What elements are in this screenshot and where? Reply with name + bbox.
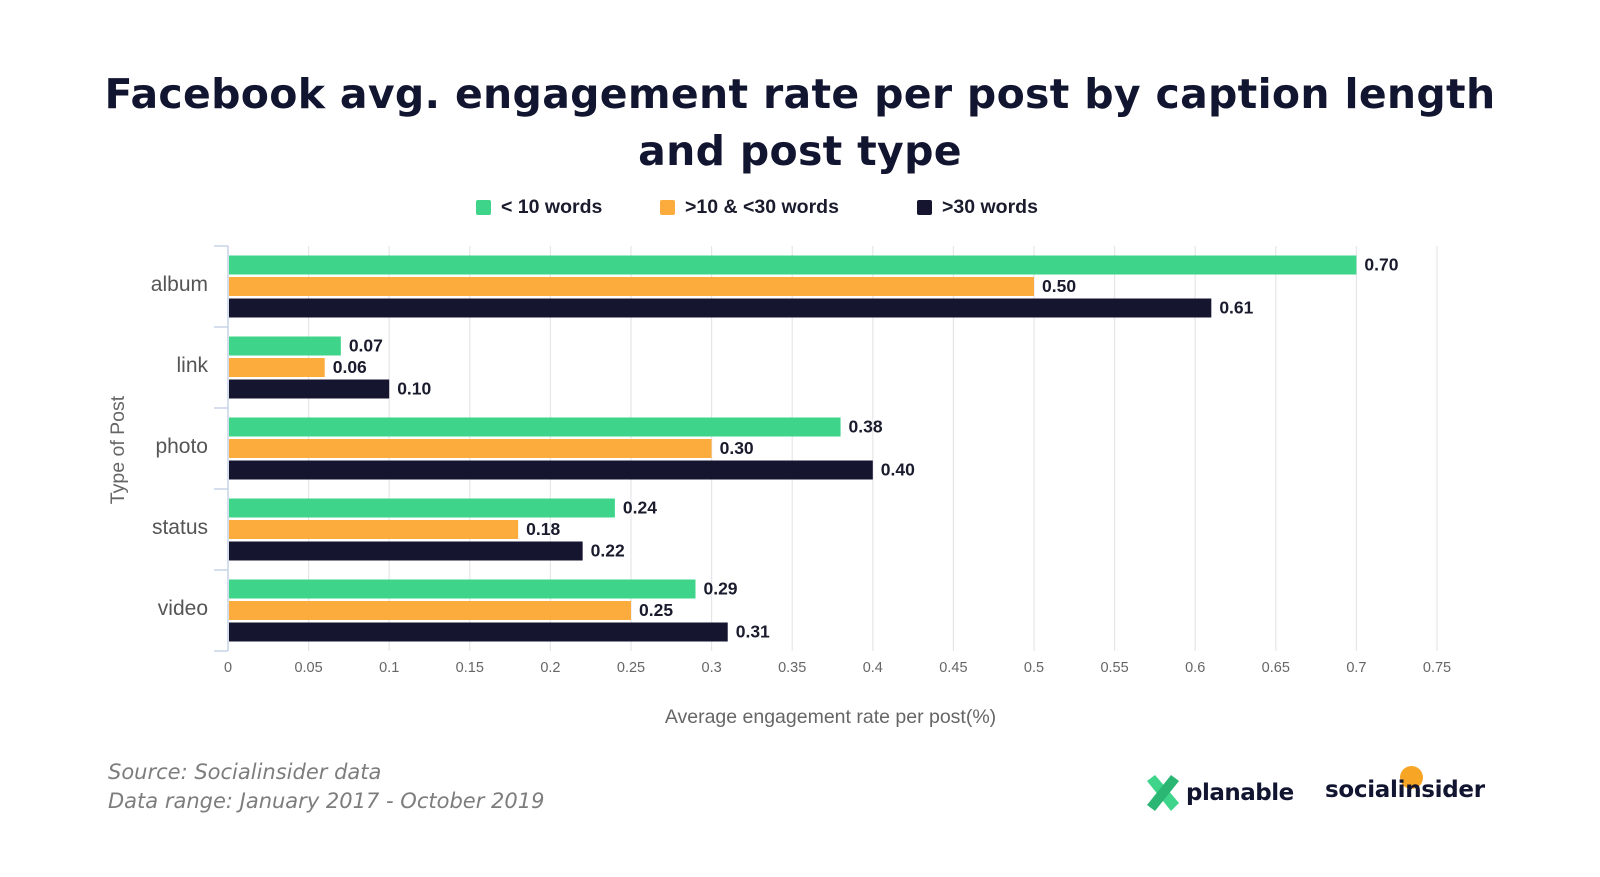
x-tick-label: 0.7 xyxy=(1346,660,1366,676)
bar-photo-0 xyxy=(229,417,841,437)
planable-x-icon xyxy=(1147,775,1179,811)
bar-link-2 xyxy=(229,379,390,399)
data-label: 0.06 xyxy=(333,357,367,377)
legend-label-mid: >10 & <30 words xyxy=(685,196,839,218)
data-label: 0.61 xyxy=(1219,298,1253,318)
y-tick-label: album xyxy=(151,273,208,296)
chart-legend: < 10 words >10 & <30 words >30 words xyxy=(0,196,1600,226)
socialinsider-logo: socialinsider xyxy=(1325,766,1485,813)
legend-item-mid: >10 & <30 words xyxy=(660,196,839,219)
bar-album-2 xyxy=(229,298,1212,318)
data-label: 0.18 xyxy=(526,519,560,539)
y-tick-label: link xyxy=(176,354,208,377)
x-tick-label: 0.15 xyxy=(456,660,484,676)
y-tick-label: status xyxy=(152,516,208,539)
data-label: 0.25 xyxy=(639,600,673,620)
data-label: 0.29 xyxy=(703,579,737,599)
x-tick-label: 0 xyxy=(224,660,232,676)
legend-item-gt30: >30 words xyxy=(917,196,1038,219)
x-tick-label: 0.4 xyxy=(863,660,883,676)
bar-status-2 xyxy=(229,541,583,561)
legend-swatch-mid xyxy=(660,200,675,215)
bar-video-2 xyxy=(229,622,728,642)
socialinsider-dot-icon xyxy=(1400,766,1423,789)
x-tick-label: 0.05 xyxy=(294,660,322,676)
legend-swatch-lt10 xyxy=(476,200,491,215)
x-axis-title: Average engagement rate per post(%) xyxy=(665,706,996,728)
data-label: 0.31 xyxy=(736,622,770,642)
data-label: 0.24 xyxy=(623,498,657,518)
x-tick-label: 0.75 xyxy=(1423,660,1451,676)
source-line: Source: Socialinsider data xyxy=(108,760,382,784)
planable-logo: planable xyxy=(1143,771,1294,815)
x-tick-label: 0.1 xyxy=(379,660,399,676)
x-tick-label: 0.25 xyxy=(617,660,645,676)
bar-album-1 xyxy=(229,277,1034,296)
legend-item-lt10: < 10 words xyxy=(476,196,602,219)
legend-swatch-gt30 xyxy=(917,200,932,215)
bar-video-0 xyxy=(229,579,696,599)
bar-video-1 xyxy=(229,601,631,620)
legend-label-lt10: < 10 words xyxy=(501,196,603,218)
x-tick-label: 0.35 xyxy=(778,660,806,676)
bar-link-1 xyxy=(229,358,325,377)
bar-status-1 xyxy=(229,520,519,539)
y-tick-label: photo xyxy=(155,435,208,458)
data-label: 0.22 xyxy=(591,541,625,561)
y-tick-label: video xyxy=(158,597,208,620)
data-label: 0.40 xyxy=(881,460,915,480)
bar-status-0 xyxy=(229,498,615,518)
bar-photo-2 xyxy=(229,460,873,480)
y-axis-title: Type of Post xyxy=(107,395,129,504)
x-tick-label: 0.55 xyxy=(1100,660,1128,676)
x-tick-label: 0.2 xyxy=(540,660,560,676)
source-note: Source: Socialinsider data Data range: J… xyxy=(108,758,544,816)
data-range-line: Data range: January 2017 - October 2019 xyxy=(108,789,545,813)
x-tick-label: 0.45 xyxy=(939,660,967,676)
legend-label-gt30: >30 words xyxy=(942,196,1038,218)
data-label: 0.50 xyxy=(1042,276,1076,296)
data-label: 0.38 xyxy=(849,417,883,437)
x-tick-label: 0.6 xyxy=(1185,660,1205,676)
data-label: 0.30 xyxy=(720,438,754,458)
planable-wordmark: planable xyxy=(1186,780,1294,806)
chart-title: Facebook avg. engagement rate per post b… xyxy=(104,70,1496,175)
bar-link-0 xyxy=(229,336,341,356)
data-label: 0.70 xyxy=(1364,255,1398,275)
x-tick-label: 0.5 xyxy=(1024,660,1044,676)
data-label: 0.10 xyxy=(397,379,431,399)
bar-album-0 xyxy=(229,255,1357,275)
socialinsider-wordmark: socialinsider xyxy=(1325,777,1485,803)
bar-photo-1 xyxy=(229,439,712,458)
x-tick-label: 0.3 xyxy=(702,660,722,676)
data-label: 0.07 xyxy=(349,336,383,356)
x-tick-label: 0.65 xyxy=(1262,660,1290,676)
